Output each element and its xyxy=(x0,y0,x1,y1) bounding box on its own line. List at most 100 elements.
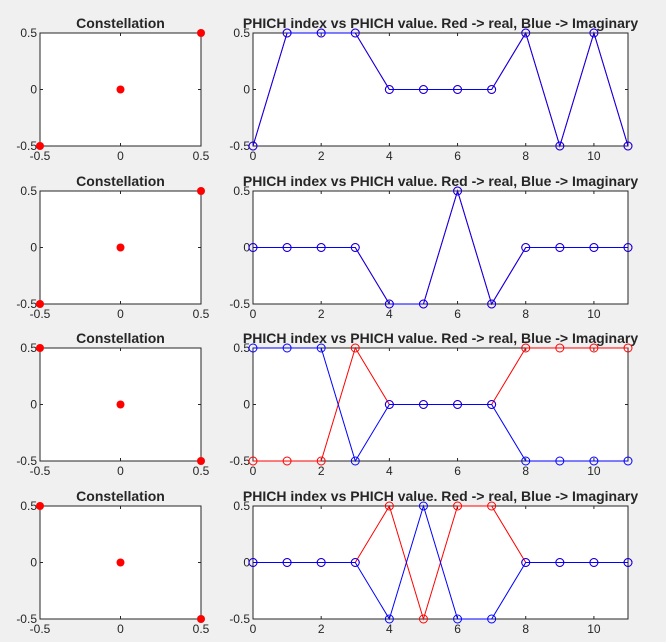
data-point xyxy=(555,243,565,252)
x-tick-label: 0.5 xyxy=(193,149,210,163)
y-tick-label: 0 xyxy=(30,556,37,570)
data-point xyxy=(453,85,463,94)
data-point xyxy=(623,243,633,252)
data-point xyxy=(623,141,633,151)
y-tick-label: 0 xyxy=(30,241,37,255)
data-point xyxy=(316,28,326,38)
data-point xyxy=(521,243,531,252)
x-tick-label: -0.5 xyxy=(30,307,51,321)
data-point xyxy=(487,501,497,511)
series-line xyxy=(253,347,628,463)
chart-title: Constellation xyxy=(76,330,165,346)
chart-title: Constellation xyxy=(76,173,165,189)
series-line xyxy=(252,31,629,148)
data-point xyxy=(248,141,258,151)
data-point xyxy=(350,558,360,567)
data-point xyxy=(316,243,326,252)
y-tick-label: -0.5 xyxy=(16,454,37,468)
data-point xyxy=(555,456,565,466)
data-point xyxy=(623,558,633,567)
x-tick-label: 8 xyxy=(522,622,529,636)
data-point xyxy=(350,28,360,38)
x-tick-label: 8 xyxy=(522,149,529,163)
x-tick-label: 4 xyxy=(386,149,393,163)
data-point xyxy=(116,85,125,94)
data-point xyxy=(555,141,565,151)
y-tick-label: 0.5 xyxy=(233,184,250,198)
x-tick-label: 0.5 xyxy=(193,307,210,321)
data-point xyxy=(282,343,292,353)
x-tick-label: 6 xyxy=(454,307,461,321)
data-point xyxy=(555,343,565,353)
data-point xyxy=(282,558,292,567)
x-tick-label: 10 xyxy=(587,307,601,321)
subplot-7: -0.5 0 0.5 -0.5 0 0.5 Constellation xyxy=(16,488,209,636)
y-tick-label: 0 xyxy=(243,556,250,570)
subplot-1: -0.5 0 0.5 -0.5 0 0.5 Constellation xyxy=(16,15,209,163)
x-tick-label: 6 xyxy=(454,149,461,163)
chart-title: PHICH index vs PHICH value. Red -> real,… xyxy=(243,488,638,504)
data-point xyxy=(384,400,394,409)
y-tick-label: 0.5 xyxy=(20,184,37,198)
data-point xyxy=(316,343,326,353)
data-point xyxy=(197,457,205,465)
x-tick-label: 6 xyxy=(454,622,461,636)
data-point xyxy=(316,456,326,466)
x-tick-label: 4 xyxy=(386,464,393,478)
y-tick-label: 0 xyxy=(243,398,250,412)
x-tick-label: 8 xyxy=(522,464,529,478)
data-point xyxy=(282,28,292,38)
data-point xyxy=(350,343,360,353)
data-point xyxy=(350,456,360,466)
x-tick-label: 0 xyxy=(250,307,257,321)
y-tick-label: 0 xyxy=(30,398,37,412)
x-tick-label: 10 xyxy=(587,464,601,478)
x-tick-label: 2 xyxy=(318,622,325,636)
data-point xyxy=(384,501,394,511)
y-tick-label: -0.5 xyxy=(16,297,37,311)
x-tick-label: 2 xyxy=(318,464,325,478)
x-tick-label: 10 xyxy=(587,622,601,636)
series-line xyxy=(253,504,628,621)
x-tick-label: 6 xyxy=(454,464,461,478)
y-tick-label: -0.5 xyxy=(16,612,37,626)
y-tick-label: -0.5 xyxy=(16,139,37,153)
x-tick-label: 2 xyxy=(318,307,325,321)
data-point xyxy=(418,299,428,309)
data-point xyxy=(487,299,497,309)
x-tick-label: 0 xyxy=(117,622,124,636)
data-point xyxy=(116,400,125,409)
data-point xyxy=(418,85,428,94)
y-tick-label: 0 xyxy=(243,83,250,97)
x-tick-label: 2 xyxy=(318,149,325,163)
data-point xyxy=(418,501,428,511)
chart-title: PHICH index vs PHICH value. Red -> real,… xyxy=(243,15,638,31)
y-tick-label: 0.5 xyxy=(20,341,37,355)
data-point xyxy=(316,558,326,567)
data-point xyxy=(589,456,599,466)
x-tick-label: 4 xyxy=(386,622,393,636)
y-tick-label: -0.5 xyxy=(229,139,250,153)
data-point xyxy=(487,400,497,409)
subplot-3: -0.5 0 0.5 -0.5 0 0.5 Constellation xyxy=(16,173,209,321)
chart-title: PHICH index vs PHICH value. Red -> real,… xyxy=(243,173,638,189)
data-point xyxy=(197,29,205,37)
x-tick-label: 0.5 xyxy=(193,464,210,478)
data-point xyxy=(248,343,258,353)
x-tick-label: 0 xyxy=(250,149,257,163)
data-point xyxy=(248,243,258,252)
data-point xyxy=(116,243,125,252)
data-point xyxy=(248,456,258,466)
data-point xyxy=(418,614,428,624)
data-point xyxy=(453,186,463,196)
data-point xyxy=(350,243,360,252)
data-point xyxy=(384,614,394,624)
series-line xyxy=(253,189,628,306)
data-point xyxy=(453,501,463,511)
data-point xyxy=(197,615,205,623)
data-point xyxy=(248,558,258,567)
